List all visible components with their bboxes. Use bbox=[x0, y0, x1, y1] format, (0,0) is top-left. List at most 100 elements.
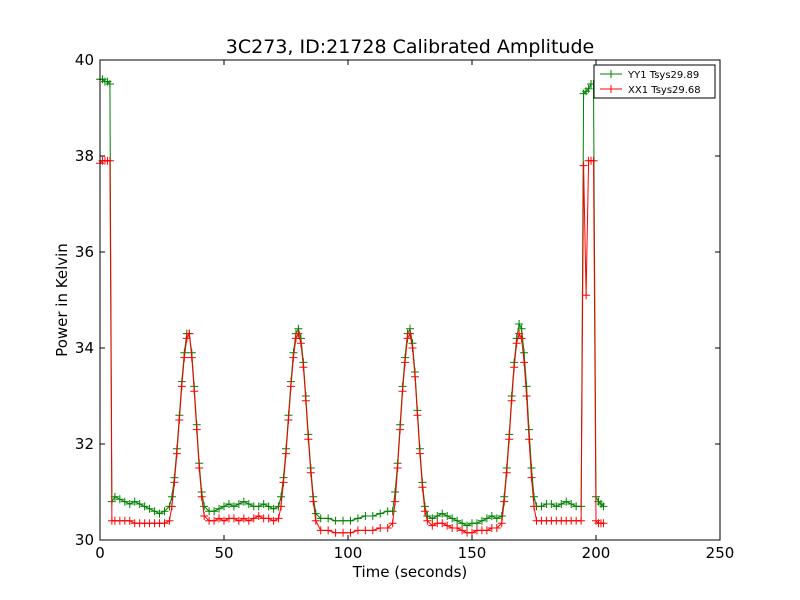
data-point-yy1 bbox=[220, 502, 228, 511]
data-point-yy1 bbox=[130, 497, 139, 506]
data-point-xx1 bbox=[180, 353, 189, 362]
data-point-xx1 bbox=[296, 339, 305, 348]
data-point-xx1 bbox=[408, 344, 417, 352]
data-point-xx1 bbox=[376, 524, 385, 532]
data-point-yy1 bbox=[244, 500, 253, 508]
data-point-yy1 bbox=[433, 512, 442, 520]
data-point-xx1 bbox=[170, 478, 179, 487]
data-point-xx1 bbox=[497, 519, 506, 528]
data-point-yy1 bbox=[229, 502, 238, 511]
data-point-xx1 bbox=[458, 526, 467, 535]
data-point-xx1 bbox=[200, 512, 209, 520]
data-point-xx1 bbox=[277, 502, 286, 511]
x-tick-label: 100 bbox=[334, 544, 363, 562]
legend-box bbox=[593, 64, 716, 99]
data-point-xx1 bbox=[388, 519, 397, 528]
data-point-xx1 bbox=[398, 387, 407, 396]
data-point-xx1 bbox=[492, 524, 501, 532]
data-point-xx1 bbox=[453, 524, 462, 532]
data-point-yy1 bbox=[438, 509, 447, 518]
data-point-xx1 bbox=[274, 514, 283, 523]
data-point-xx1 bbox=[172, 449, 181, 458]
x-tick-label: 250 bbox=[706, 544, 735, 562]
data-point-yy1 bbox=[339, 516, 348, 525]
data-point-yy1 bbox=[254, 502, 263, 511]
y-tick-label: 30 bbox=[75, 531, 94, 549]
data-point-yy1 bbox=[140, 502, 149, 511]
data-point-yy1 bbox=[530, 492, 538, 501]
y-tick-label: 38 bbox=[75, 147, 94, 165]
data-point-yy1 bbox=[135, 500, 144, 508]
data-point-xx1 bbox=[410, 372, 419, 381]
data-point-xx1 bbox=[582, 291, 591, 300]
data-point-xx1 bbox=[522, 392, 531, 400]
data-point-yy1 bbox=[120, 497, 129, 506]
x-tick-label: 200 bbox=[582, 544, 611, 562]
data-point-xx1 bbox=[125, 516, 134, 525]
axis-tick-labels: 0 50 100 150 200 250 30 32 34 36 38 40 bbox=[75, 51, 734, 562]
data-point-xx1 bbox=[282, 449, 290, 458]
data-point-yy1 bbox=[210, 507, 219, 516]
data-point-yy1 bbox=[567, 500, 576, 508]
data-point-xx1 bbox=[324, 526, 333, 535]
data-point-xx1 bbox=[577, 516, 586, 525]
data-point-xx1 bbox=[391, 497, 400, 506]
data-point-xx1 bbox=[589, 156, 598, 165]
data-point-yy1 bbox=[517, 324, 526, 333]
y-tick-label: 40 bbox=[75, 51, 94, 69]
data-point-xx1 bbox=[165, 516, 174, 525]
legend: YY1 Tsys29.89 XX1 Tsys29.68 bbox=[593, 64, 716, 99]
plot-frame bbox=[99, 59, 721, 541]
data-point-yy1 bbox=[150, 507, 159, 516]
data-point-xx1 bbox=[361, 526, 370, 535]
data-point-xx1 bbox=[517, 334, 526, 343]
data-point-xx1 bbox=[215, 514, 224, 523]
data-point-yy1 bbox=[361, 512, 370, 520]
data-point-yy1 bbox=[463, 521, 472, 530]
data-point-xx1 bbox=[331, 528, 340, 537]
data-point-xx1 bbox=[438, 519, 447, 528]
data-point-xx1 bbox=[294, 329, 303, 338]
data-point-xx1 bbox=[339, 528, 348, 537]
data-point-xx1 bbox=[286, 382, 295, 391]
data-point-xx1 bbox=[187, 353, 196, 362]
data-point-xx1 bbox=[525, 435, 534, 444]
data-point-xx1 bbox=[502, 468, 511, 477]
data-point-yy1 bbox=[277, 492, 286, 501]
data-point-xx1 bbox=[160, 519, 169, 528]
axis-ticks bbox=[99, 59, 721, 541]
data-point-yy1 bbox=[105, 80, 114, 88]
x-tick-label: 150 bbox=[458, 544, 487, 562]
legend-label-xx1: XX1 Tsys29.68 bbox=[628, 85, 701, 96]
data-point-xx1 bbox=[195, 464, 204, 472]
data-point-yy1 bbox=[388, 507, 397, 516]
data-point-xx1 bbox=[316, 526, 325, 535]
data-point-yy1 bbox=[368, 512, 377, 520]
data-point-xx1 bbox=[299, 363, 308, 372]
data-point-xx1 bbox=[443, 521, 452, 530]
data-point-yy1 bbox=[458, 519, 467, 528]
data-point-yy1 bbox=[200, 502, 209, 511]
legend-marker-xx1 bbox=[607, 85, 615, 93]
y-tick-label: 34 bbox=[75, 339, 94, 357]
y-axis-label: Power in Kelvin bbox=[53, 243, 71, 357]
data-point-xx1 bbox=[197, 492, 206, 501]
data-point-xx1 bbox=[530, 502, 538, 511]
data-point-xx1 bbox=[229, 514, 238, 523]
data-point-yy1 bbox=[520, 348, 529, 357]
data-point-xx1 bbox=[418, 483, 427, 492]
data-point-xx1 bbox=[175, 416, 184, 424]
data-point-xx1 bbox=[346, 528, 355, 537]
data-point-xx1 bbox=[520, 358, 529, 367]
data-point-xx1 bbox=[210, 516, 219, 525]
data-point-xx1 bbox=[420, 507, 429, 516]
data-point-xx1 bbox=[482, 526, 491, 535]
data-point-xx1 bbox=[515, 329, 524, 338]
data-point-yy1 bbox=[547, 500, 556, 508]
data-point-yy1 bbox=[167, 492, 176, 501]
y-tick-label: 32 bbox=[75, 435, 94, 453]
x-tick-label: 50 bbox=[214, 544, 233, 562]
data-point-xx1 bbox=[269, 516, 278, 525]
y-tick-label: 36 bbox=[75, 243, 94, 261]
